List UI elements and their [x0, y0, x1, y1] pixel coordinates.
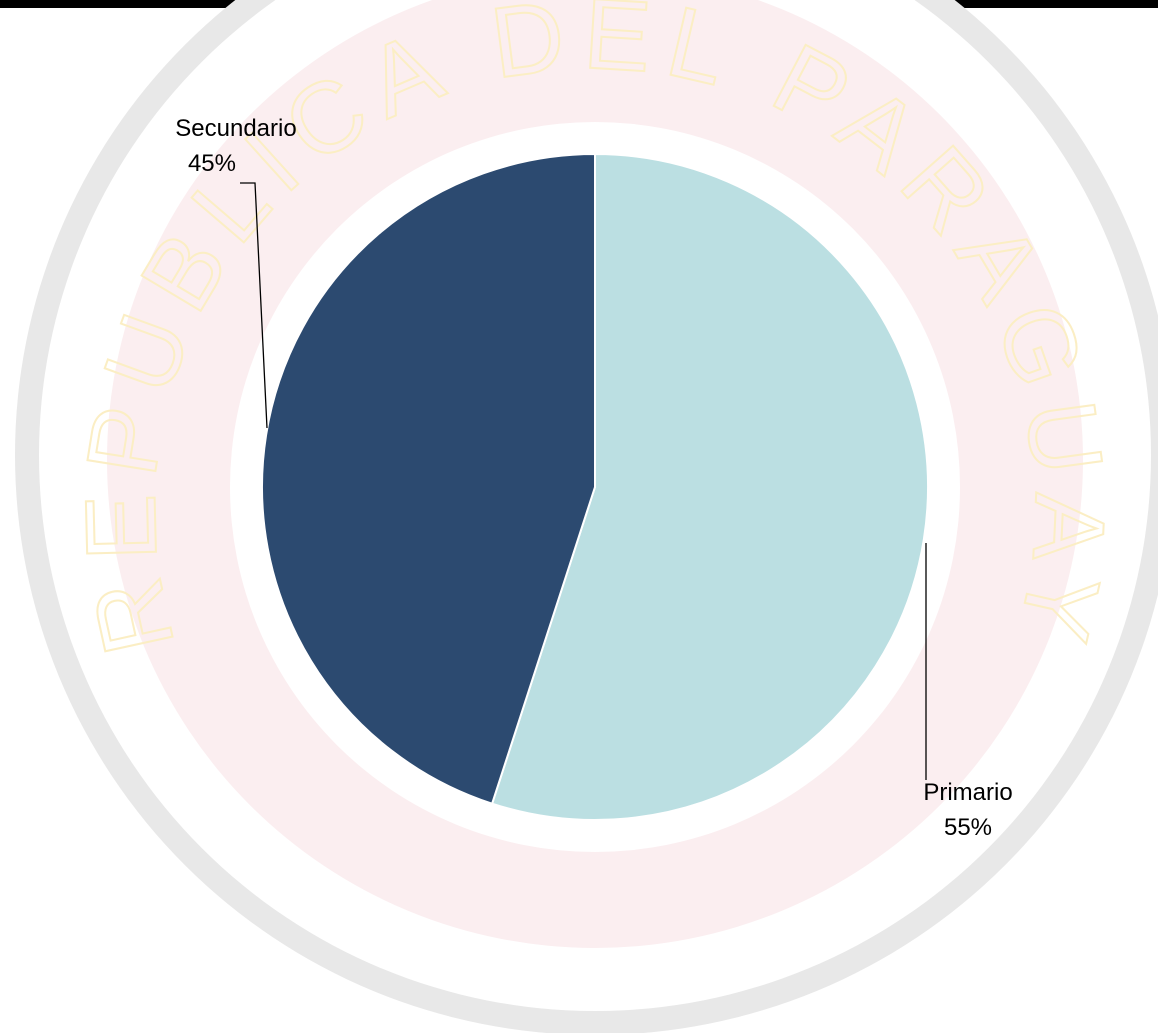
category-label: Secundario [175, 115, 296, 142]
value-label: 45% [188, 150, 236, 177]
pie-slice [490, 152, 929, 821]
leader-line [240, 182, 268, 429]
category-label: Primario [923, 779, 1012, 806]
pie-slice [261, 152, 596, 805]
value-label: 55% [944, 814, 992, 841]
